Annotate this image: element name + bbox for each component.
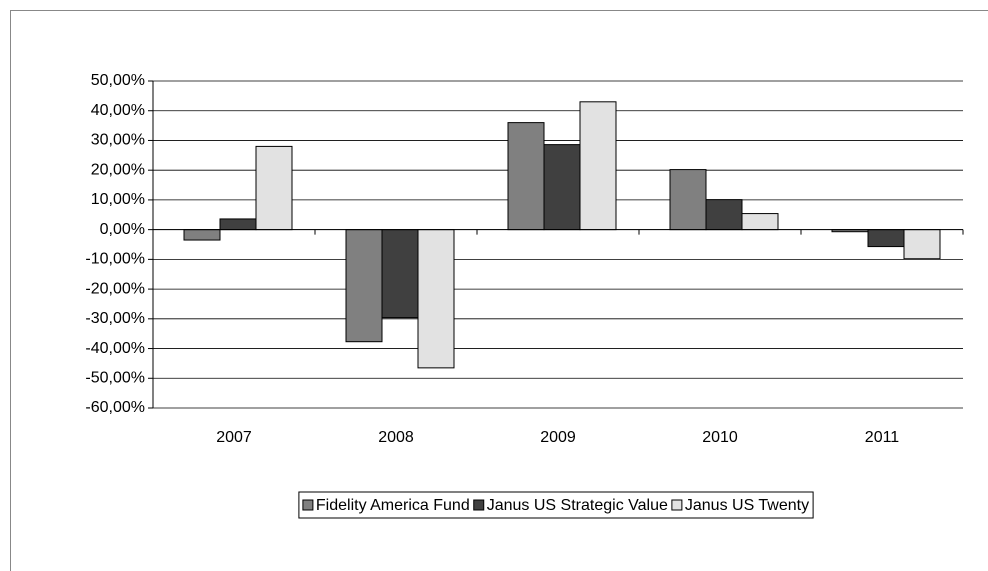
bar (381, 229, 419, 319)
bar (219, 218, 257, 231)
legend-box (298, 491, 814, 519)
bar (903, 229, 941, 260)
x-tick-label: 2009 (540, 429, 576, 446)
x-tick-label: 2010 (702, 429, 738, 446)
x-tick-label: 2008 (378, 429, 414, 446)
bar (741, 213, 779, 231)
bar (543, 144, 581, 231)
bar (417, 229, 455, 369)
legend-swatch (473, 499, 485, 511)
legend-label: Fidelity America Fund (316, 497, 470, 514)
y-tick-label: -20,00% (85, 280, 145, 297)
y-tick-label: 10,00% (91, 191, 145, 208)
legend-label: Janus US Twenty (685, 497, 809, 514)
y-tick-label: -40,00% (85, 340, 145, 357)
frame (10, 10, 988, 571)
legend-swatch (302, 499, 314, 511)
bar (345, 229, 383, 343)
y-tick-label: 50,00% (91, 72, 145, 89)
bar (255, 145, 293, 231)
x-tick-label: 2007 (216, 429, 252, 446)
bar (705, 199, 743, 231)
bar (579, 101, 617, 231)
legend-label: Janus US Strategic Value (487, 497, 668, 514)
bar (183, 229, 221, 241)
y-tick-label: 40,00% (91, 102, 145, 119)
y-tick-label: -50,00% (85, 369, 145, 386)
y-tick-label: -60,00% (85, 399, 145, 416)
bar (507, 122, 545, 231)
x-tick-label: 2011 (865, 429, 900, 446)
legend-swatch (671, 499, 683, 511)
y-tick-label: -30,00% (85, 310, 145, 327)
bar (669, 169, 707, 231)
y-tick-label: 0,00% (100, 221, 145, 238)
y-tick-label: 20,00% (91, 161, 145, 178)
bar (867, 229, 905, 248)
y-tick-label: -10,00% (85, 251, 145, 268)
y-tick-label: 30,00% (91, 132, 145, 149)
